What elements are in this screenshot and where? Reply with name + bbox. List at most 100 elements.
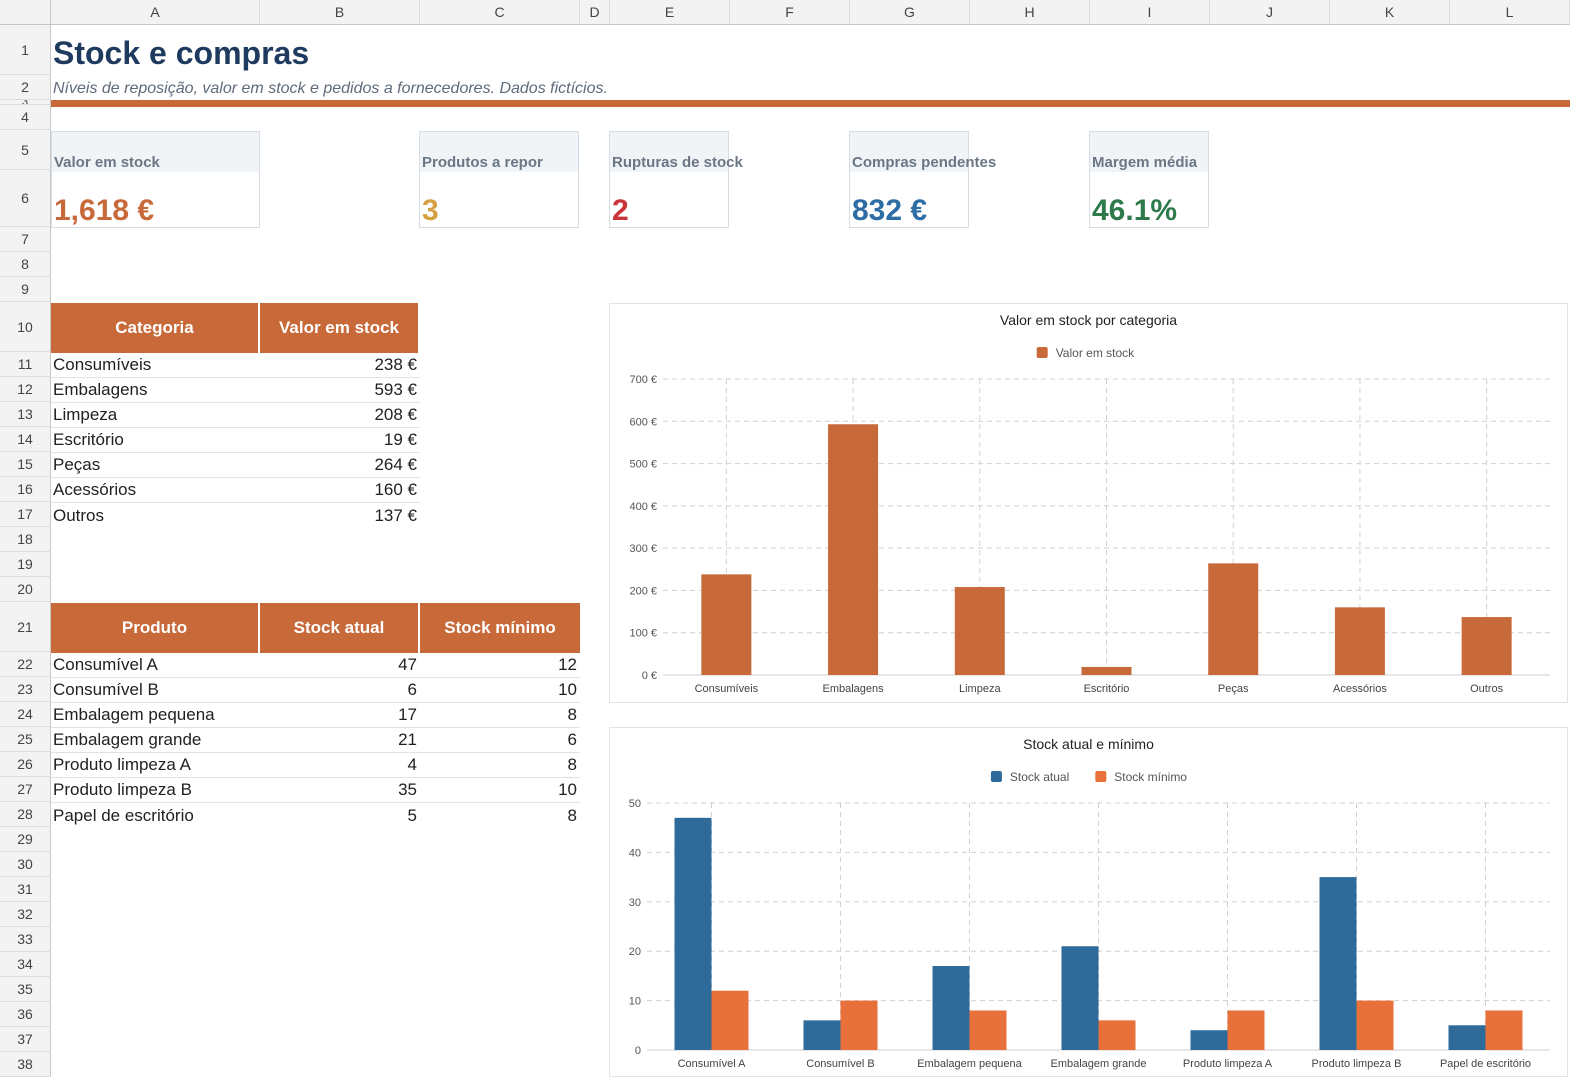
row-header[interactable]: 37 (0, 1027, 51, 1052)
min-stock-cell[interactable]: 10 (420, 678, 580, 703)
column-header[interactable]: F (730, 0, 850, 25)
category-cell[interactable]: Peças (51, 453, 260, 478)
row-header[interactable]: 36 (0, 1002, 51, 1027)
select-all-corner[interactable] (0, 0, 51, 25)
row-header[interactable]: 12 (0, 377, 51, 402)
current-stock-cell[interactable]: 35 (260, 778, 420, 803)
row-header[interactable]: 30 (0, 852, 51, 877)
product-cell[interactable]: Produto limpeza A (51, 753, 260, 778)
product-cell[interactable]: Consumível A (51, 653, 260, 678)
kpi-card-stock-value[interactable]: Valor em stock 1,618 € (51, 131, 260, 228)
stock-levels-chart[interactable]: Stock atual e mínimo Stock atual Stock mín… (609, 727, 1568, 1077)
min-stock-cell[interactable]: 8 (420, 703, 580, 728)
product-cell[interactable]: Papel de escritório (53, 805, 194, 825)
row-header[interactable]: 9 (0, 277, 51, 302)
row-header[interactable]: 5 (0, 130, 51, 170)
stock-value-chart[interactable]: Valor em stock por categoria Valor em sto… (609, 303, 1568, 703)
row-header[interactable]: 11 (0, 352, 51, 377)
stock-value-cell[interactable]: 208 € (260, 403, 420, 428)
min-stock-cell[interactable]: 10 (420, 778, 580, 803)
kpi-card-average-margin[interactable]: Margem média 46.1% (1089, 131, 1209, 228)
min-stock-cell[interactable]: 8 (420, 753, 580, 778)
column-header[interactable]: B (260, 0, 420, 25)
column-header[interactable]: I (1090, 0, 1210, 25)
row-header[interactable]: 25 (0, 727, 51, 752)
product-cell[interactable]: Embalagem pequena (51, 703, 260, 728)
row-header[interactable]: 34 (0, 952, 51, 977)
column-header[interactable]: G (850, 0, 970, 25)
current-stock-cell[interactable]: 17 (260, 703, 420, 728)
column-header[interactable]: E (610, 0, 730, 25)
product-header-cell[interactable]: Produto (51, 603, 260, 653)
category-cell[interactable]: Limpeza (51, 403, 260, 428)
row-header[interactable]: 3 (0, 100, 51, 105)
row-header[interactable]: 23 (0, 677, 51, 702)
row-header[interactable]: 31 (0, 877, 51, 902)
column-header[interactable]: K (1330, 0, 1450, 25)
min-stock-cell[interactable]: 8 (567, 805, 577, 825)
row-header[interactable]: 28 (0, 802, 51, 827)
category-cell[interactable]: Outros (53, 505, 105, 525)
column-header[interactable]: J (1210, 0, 1330, 25)
row-header[interactable]: 10 (0, 302, 51, 352)
min-stock-header-cell[interactable]: Stock mínimo (420, 603, 580, 653)
column-header[interactable]: A (51, 0, 260, 25)
stock-value-cell[interactable]: 19 € (260, 428, 420, 453)
kpi-card-pending-purchases[interactable]: Compras pendentes 832 € (849, 131, 996, 228)
category-cell[interactable]: Embalagens (51, 378, 260, 403)
row-header[interactable]: 22 (0, 652, 51, 677)
row-header[interactable]: 33 (0, 927, 51, 952)
current-stock-cell[interactable]: 47 (260, 653, 420, 678)
min-stock-cell[interactable]: 12 (420, 653, 580, 678)
row-header[interactable]: 18 (0, 527, 51, 552)
stock-value-cell[interactable]: 593 € (260, 378, 420, 403)
column-header[interactable]: H (970, 0, 1090, 25)
x-tick-label: Outros (1470, 683, 1504, 695)
category-cell[interactable]: Consumíveis (51, 353, 260, 378)
product-cell[interactable]: Consumível B (51, 678, 260, 703)
current-stock-cell[interactable]: 6 (260, 678, 420, 703)
product-cell[interactable]: Embalagem grande (51, 728, 260, 753)
category-header-cell[interactable]: Categoria (51, 303, 260, 353)
row-header[interactable]: 13 (0, 402, 51, 427)
x-tick-label: Produto limpeza A (1183, 1058, 1273, 1070)
kpi-card-products-to-restock[interactable]: Produtos a repor 3 (419, 131, 579, 228)
min-stock-cell[interactable]: 6 (420, 728, 580, 753)
current-stock-cell[interactable]: 4 (260, 753, 420, 778)
column-header[interactable]: D (580, 0, 610, 25)
row-header[interactable]: 8 (0, 252, 51, 277)
row-header[interactable]: 26 (0, 752, 51, 777)
current-stock-cell[interactable]: 21 (260, 728, 420, 753)
kpi-card-stockouts[interactable]: Rupturas de stock 2 (609, 131, 743, 228)
row-header[interactable]: 24 (0, 702, 51, 727)
stock-value-header-cell[interactable]: Valor em stock (260, 303, 420, 353)
stock-value-cell[interactable]: 137 € (374, 505, 417, 525)
row-header[interactable]: 6 (0, 170, 51, 227)
current-stock-header-cell[interactable]: Stock atual (260, 603, 420, 653)
row-header[interactable]: 15 (0, 452, 51, 477)
column-header[interactable]: L (1450, 0, 1570, 25)
row-header[interactable]: 17 (0, 502, 51, 527)
category-cell[interactable]: Escritório (51, 428, 260, 453)
category-cell[interactable]: Acessórios (51, 478, 260, 503)
row-header[interactable]: 38 (0, 1052, 51, 1077)
product-cell[interactable]: Produto limpeza B (51, 778, 260, 803)
row-header[interactable]: 19 (0, 552, 51, 577)
row-header[interactable]: 29 (0, 827, 51, 852)
column-header[interactable]: C (420, 0, 580, 25)
row-header[interactable]: 16 (0, 477, 51, 502)
stock-value-cell[interactable]: 160 € (260, 478, 420, 503)
current-stock-cell[interactable]: 5 (407, 805, 417, 825)
row-header[interactable]: 1 (0, 25, 51, 75)
stock-value-cell[interactable]: 264 € (260, 453, 420, 478)
row-header[interactable]: 20 (0, 577, 51, 602)
row-header[interactable]: 2 (0, 75, 51, 100)
row-header[interactable]: 27 (0, 777, 51, 802)
row-header[interactable]: 32 (0, 902, 51, 927)
stock-value-cell[interactable]: 238 € (260, 353, 420, 378)
row-header[interactable]: 7 (0, 227, 51, 252)
row-header[interactable]: 35 (0, 977, 51, 1002)
row-header[interactable]: 4 (0, 105, 51, 130)
row-header[interactable]: 21 (0, 602, 51, 652)
row-header[interactable]: 14 (0, 427, 51, 452)
